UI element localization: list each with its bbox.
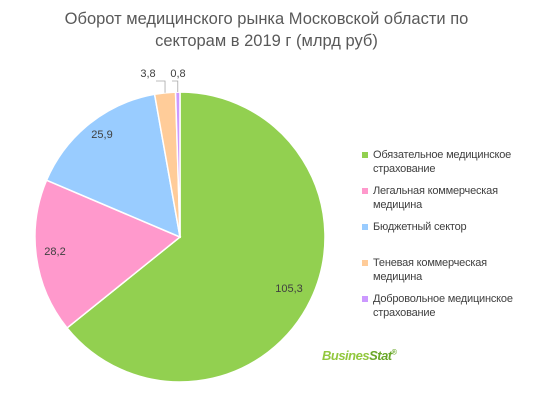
data-label-oms: 105,3: [275, 283, 303, 295]
legend-item-voluntary: Добровольное медицинское страхование: [362, 292, 532, 320]
chart-title-line-1: Оборот медицинского рынка Московской обл…: [64, 10, 469, 28]
legend-label-oms-line-1: Обязательное медицинское: [373, 149, 512, 161]
legend-item-shadow-commercial: Теневая коммерческая медицина: [362, 256, 532, 284]
chart-title-line-2: секторам в 2019 г (млрд руб): [155, 32, 378, 50]
legend-item-budget: Бюджетный сектор: [362, 220, 532, 234]
data-label-shadow-commercial: 3,8: [140, 68, 155, 80]
legend-swatch-voluntary: [362, 296, 368, 302]
chart-title: Оборот медицинского рынка Московской обл…: [0, 8, 533, 52]
legend-label-legal-commercial-line-2: медицина: [373, 199, 423, 211]
legend-label-budget-line-1: Бюджетный сектор: [373, 221, 467, 233]
data-label-budget: 25,9: [91, 129, 112, 141]
legend-label-oms-line-2: страхование: [373, 163, 436, 175]
legend-label-shadow-commercial-line-1: Теневая коммерческая: [373, 257, 487, 269]
pie-slice-legal-commercial: [34, 179, 182, 330]
leader-line-shadow-commercial: [156, 80, 166, 93]
leader-lines: [156, 80, 179, 93]
legend-label-legal-commercial-line-1: Легальная коммерческая: [373, 185, 498, 197]
legend-swatch-oms: [362, 152, 368, 158]
legend-swatch-legal-commercial: [362, 188, 368, 194]
leader-line-voluntary: [172, 80, 179, 93]
pie-slice-oms: [66, 91, 326, 383]
legend-swatch-budget: [362, 224, 368, 230]
legend: Обязательное медицинское страхование Лег…: [362, 148, 532, 328]
logo-text-part-2: Stat: [369, 348, 392, 363]
data-label-legal-commercial: 28,2: [44, 246, 65, 258]
pie-slices: [34, 91, 326, 383]
pie-slice-budget: [45, 93, 181, 239]
legend-label-shadow-commercial-line-2: медицина: [373, 271, 423, 283]
legend-label-voluntary-line-2: страхование: [373, 307, 436, 319]
data-labels: 105,3 28,2 25,9 3,8 0,8: [44, 68, 302, 295]
logo-text-part-1: Busines: [322, 348, 370, 363]
legend-swatch-shadow-commercial: [362, 260, 368, 266]
businesstat-logo: BusinesStat®: [322, 348, 397, 363]
legend-item-oms: Обязательное медицинское страхование: [362, 148, 532, 176]
legend-item-legal-commercial: Легальная коммерческая медицина: [362, 184, 532, 212]
data-label-voluntary: 0,8: [170, 68, 185, 80]
registered-mark: ®: [391, 349, 397, 357]
legend-label-voluntary-line-1: Добровольное медицинское: [373, 293, 513, 305]
